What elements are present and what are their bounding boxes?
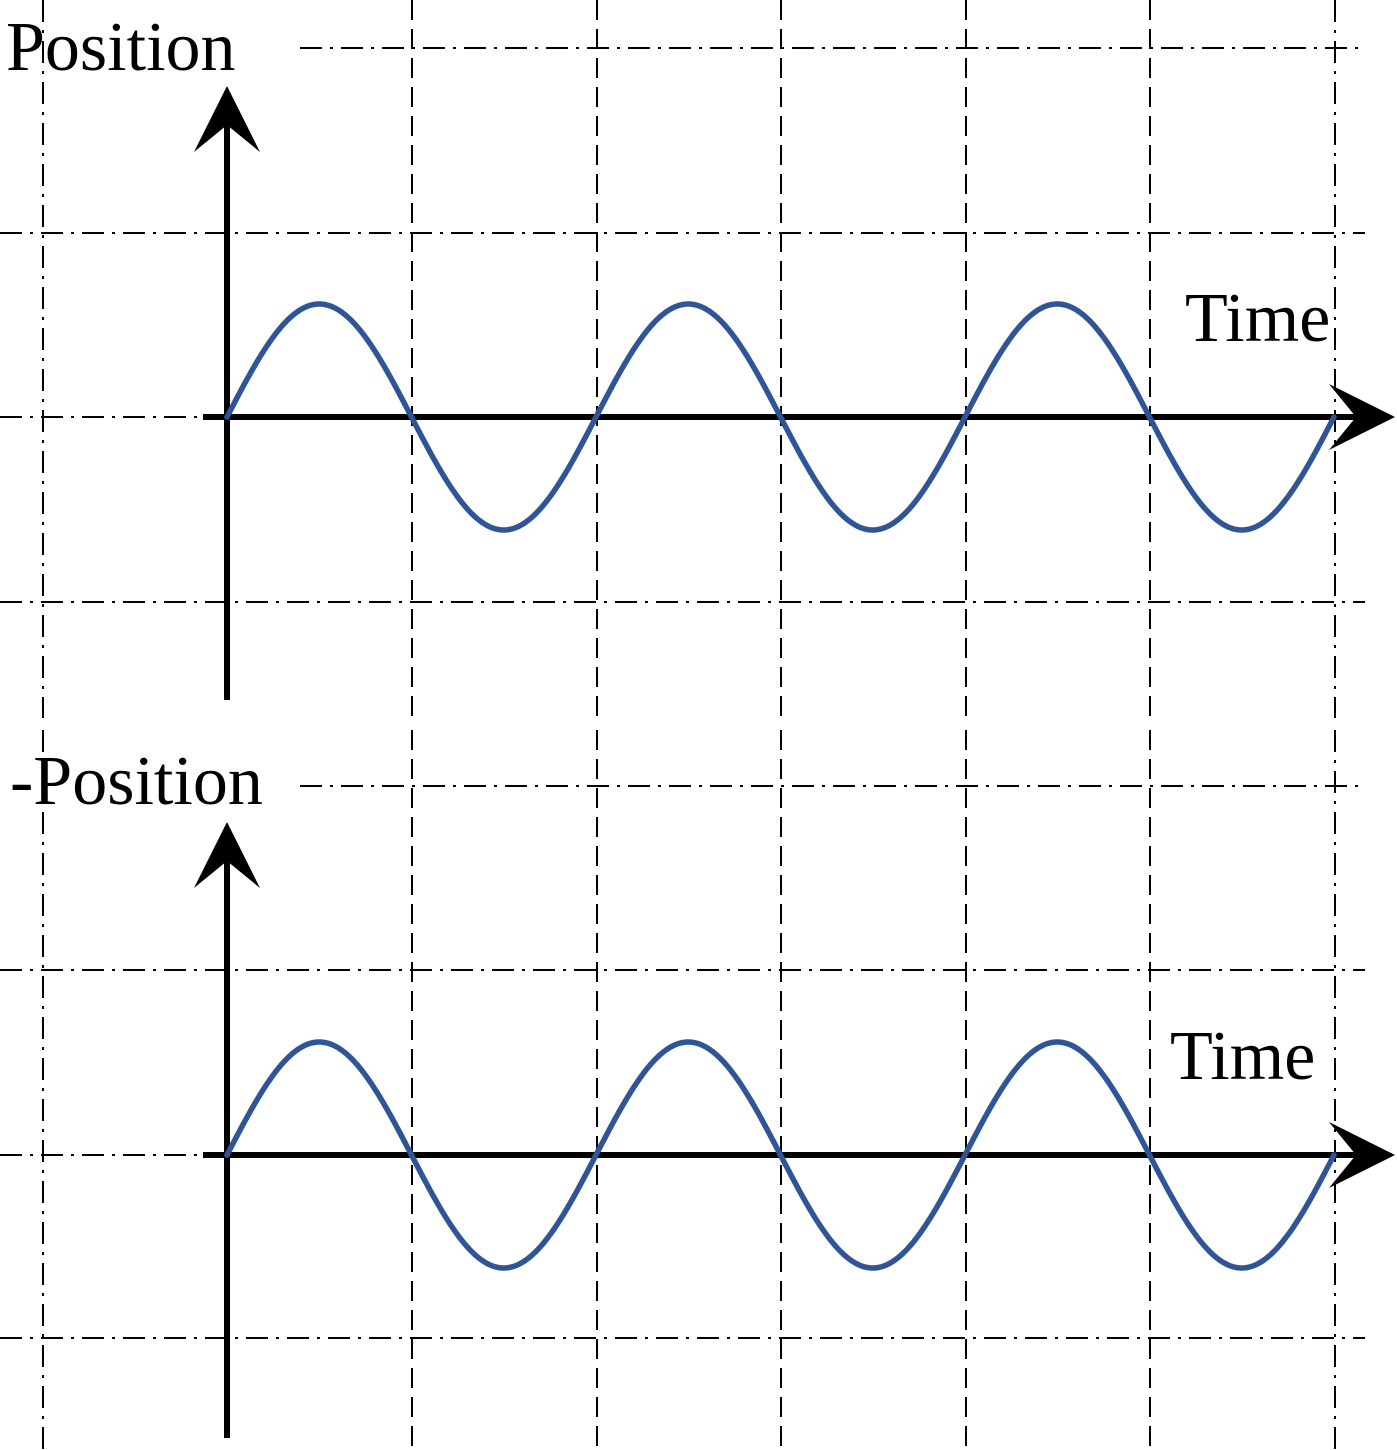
x-axis-arrow-top: [1329, 384, 1395, 450]
x-axis-label-bottom: Time: [1170, 1018, 1315, 1095]
y-axis-label-bottom: -Position: [10, 743, 263, 820]
series-line-top: [224, 301, 1337, 533]
chart-panel-bottom: -Position Time: [0, 730, 1395, 1450]
chart-panel-top: Position Time: [0, 0, 1395, 718]
grid-bottom: [0, 730, 1365, 1450]
x-axis-arrow-bottom: [1329, 1122, 1395, 1188]
x-axis-label-top: Time: [1185, 280, 1330, 357]
y-axis-arrow-top: [194, 86, 260, 152]
y-axis-label-top: Position: [6, 9, 236, 86]
series-line-bottom: [224, 1039, 1337, 1271]
grid-top: [0, 0, 1365, 718]
y-axis-arrow-bottom: [194, 822, 260, 888]
